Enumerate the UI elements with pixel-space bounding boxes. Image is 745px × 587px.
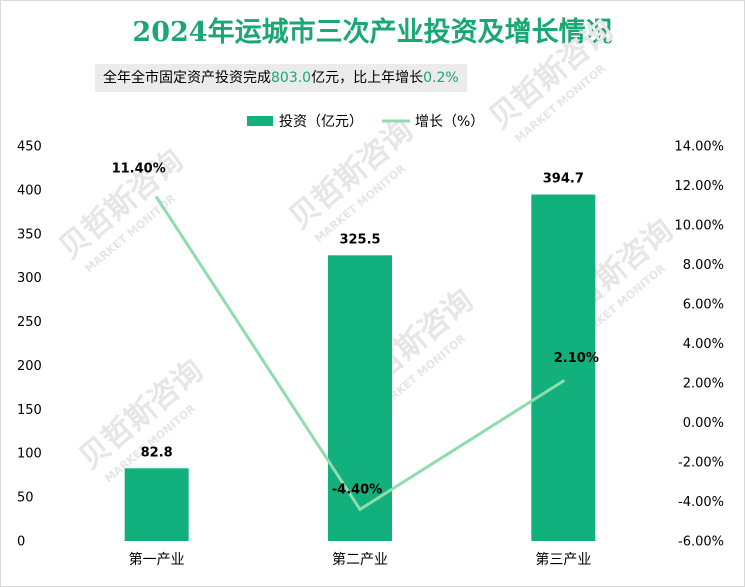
left-axis-tick: 100 — [17, 447, 42, 462]
right-axis-tick: 14.00% — [674, 140, 724, 155]
growth-point — [358, 507, 362, 511]
bar — [124, 468, 189, 541]
left-axis-tick: 250 — [17, 315, 42, 330]
bar-value-label: 325.5 — [339, 232, 380, 247]
right-axis-tick: 0.00% — [683, 416, 724, 431]
right-axis-tick: 4.00% — [683, 337, 724, 352]
category-label: 第二产业 — [332, 551, 388, 568]
summary-growth-value: 0.2% — [423, 70, 459, 86]
left-axis-tick: 450 — [17, 140, 42, 155]
summary-middle: 亿元，比上年增长 — [311, 70, 424, 86]
growth-point — [155, 195, 159, 199]
bar — [531, 194, 596, 541]
data-labels: 82.8 325.5 394.7 11.40% -4.40% 2.10% — [112, 161, 599, 497]
left-axis-tick: 400 — [17, 183, 42, 198]
legend-line-label: 增长（%） — [415, 114, 484, 130]
right-axis-tick: -6.00% — [678, 535, 724, 550]
bar — [328, 255, 392, 542]
category-label: 第一产业 — [129, 551, 185, 568]
bar-value-label: 82.8 — [141, 445, 173, 460]
category-label: 第三产业 — [535, 551, 591, 568]
left-axis-tick: 350 — [17, 227, 42, 242]
right-axis-tick: -4.00% — [678, 495, 724, 510]
left-axis: 0 50 100 150 200 250 300 350 400 450 — [17, 140, 42, 550]
right-axis-tick: 6.00% — [683, 298, 724, 313]
right-axis-tick: 2.00% — [683, 377, 724, 392]
right-axis-tick: 8.00% — [683, 258, 724, 273]
left-axis-tick: 300 — [17, 271, 42, 286]
summary-banner: 全年全市固定资产投资完成803.0亿元，比上年增长0.2% — [95, 64, 467, 92]
right-axis-tick: -2.00% — [678, 456, 724, 471]
category-axis: 第一产业 第二产业 第三产业 — [129, 551, 592, 568]
summary-prefix: 全年全市固定资产投资完成 — [103, 70, 271, 86]
left-axis-tick: 150 — [17, 403, 42, 418]
left-axis-tick: 50 — [17, 491, 34, 506]
left-axis-tick: 200 — [17, 359, 42, 374]
growth-value-label: 2.10% — [554, 351, 599, 366]
growth-point — [561, 379, 565, 383]
chart-title: 2024年运城市三次产业投资及增长情况 — [132, 17, 613, 48]
growth-value-label: -4.40% — [332, 482, 383, 497]
bar-series — [124, 194, 596, 542]
legend-bar-swatch — [247, 116, 273, 126]
summary-investment-value: 803.0 — [271, 70, 312, 86]
left-axis-tick: 0 — [17, 535, 25, 550]
bar-value-label: 394.7 — [543, 172, 584, 187]
line-series — [155, 195, 565, 511]
right-axis: -6.00% -4.00% -2.00% 0.00% 2.00% 4.00% 6.00% 8.… — [674, 140, 724, 550]
legend-bar-label: 投资（亿元） — [279, 114, 363, 130]
right-axis-tick: 12.00% — [674, 179, 724, 194]
right-axis-tick: 10.00% — [674, 219, 724, 234]
legend: 投资（亿元） 增长（%） — [247, 114, 484, 130]
growth-value-label: 11.40% — [112, 161, 166, 176]
